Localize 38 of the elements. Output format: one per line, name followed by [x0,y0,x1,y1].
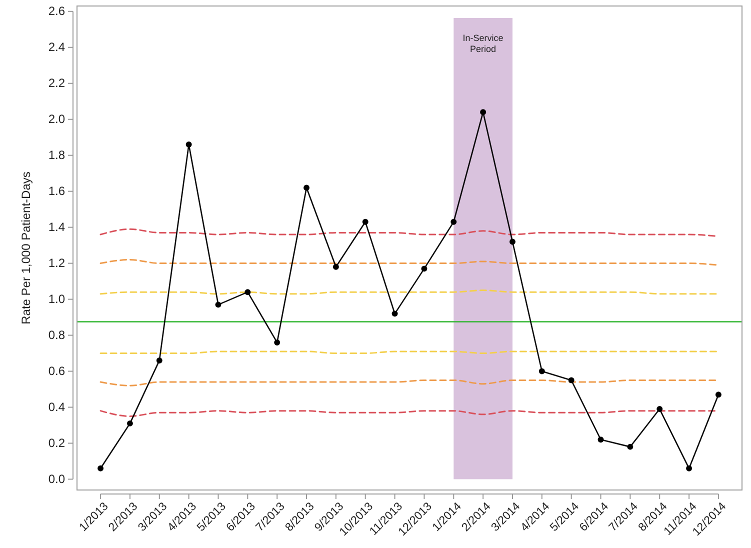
point [304,184,310,191]
point [421,266,428,272]
point [627,444,634,450]
y-tick-label: 2.4 [48,40,66,54]
point [480,109,486,116]
point [715,392,722,398]
point [215,302,222,308]
point [510,238,516,245]
band-label: In-Service Period [462,33,504,54]
point [538,368,545,374]
point [186,142,192,148]
y-tick-label: 1.8 [48,148,66,162]
y-tick-label: 1.6 [48,184,66,198]
y-tick-label: 2.2 [48,76,66,90]
y-tick-label: 0.8 [48,328,66,342]
point [686,465,692,472]
point [450,218,457,225]
y-tick-label: 1.0 [48,292,66,306]
point [392,310,398,317]
point [126,420,133,426]
point [98,465,104,472]
point [656,406,663,412]
y-tick-label: 0.4 [48,400,66,414]
y-tick-label: 0.2 [48,436,66,450]
point [156,357,162,364]
point [244,289,251,296]
point [332,264,339,270]
y-tick-label: 1.2 [48,256,66,270]
point [274,339,280,346]
point [598,436,604,443]
y-tick-label: 1.4 [48,220,66,234]
y-tick-label: 0.0 [48,472,66,486]
y-tick-label: 2.6 [48,4,66,18]
y-tick-label: 0.6 [48,364,66,378]
point [362,218,368,225]
y-axis-title: Rate Per 1,000 Patient-Days [19,172,33,324]
point [568,377,574,384]
y-tick-label: 2.0 [48,112,66,126]
